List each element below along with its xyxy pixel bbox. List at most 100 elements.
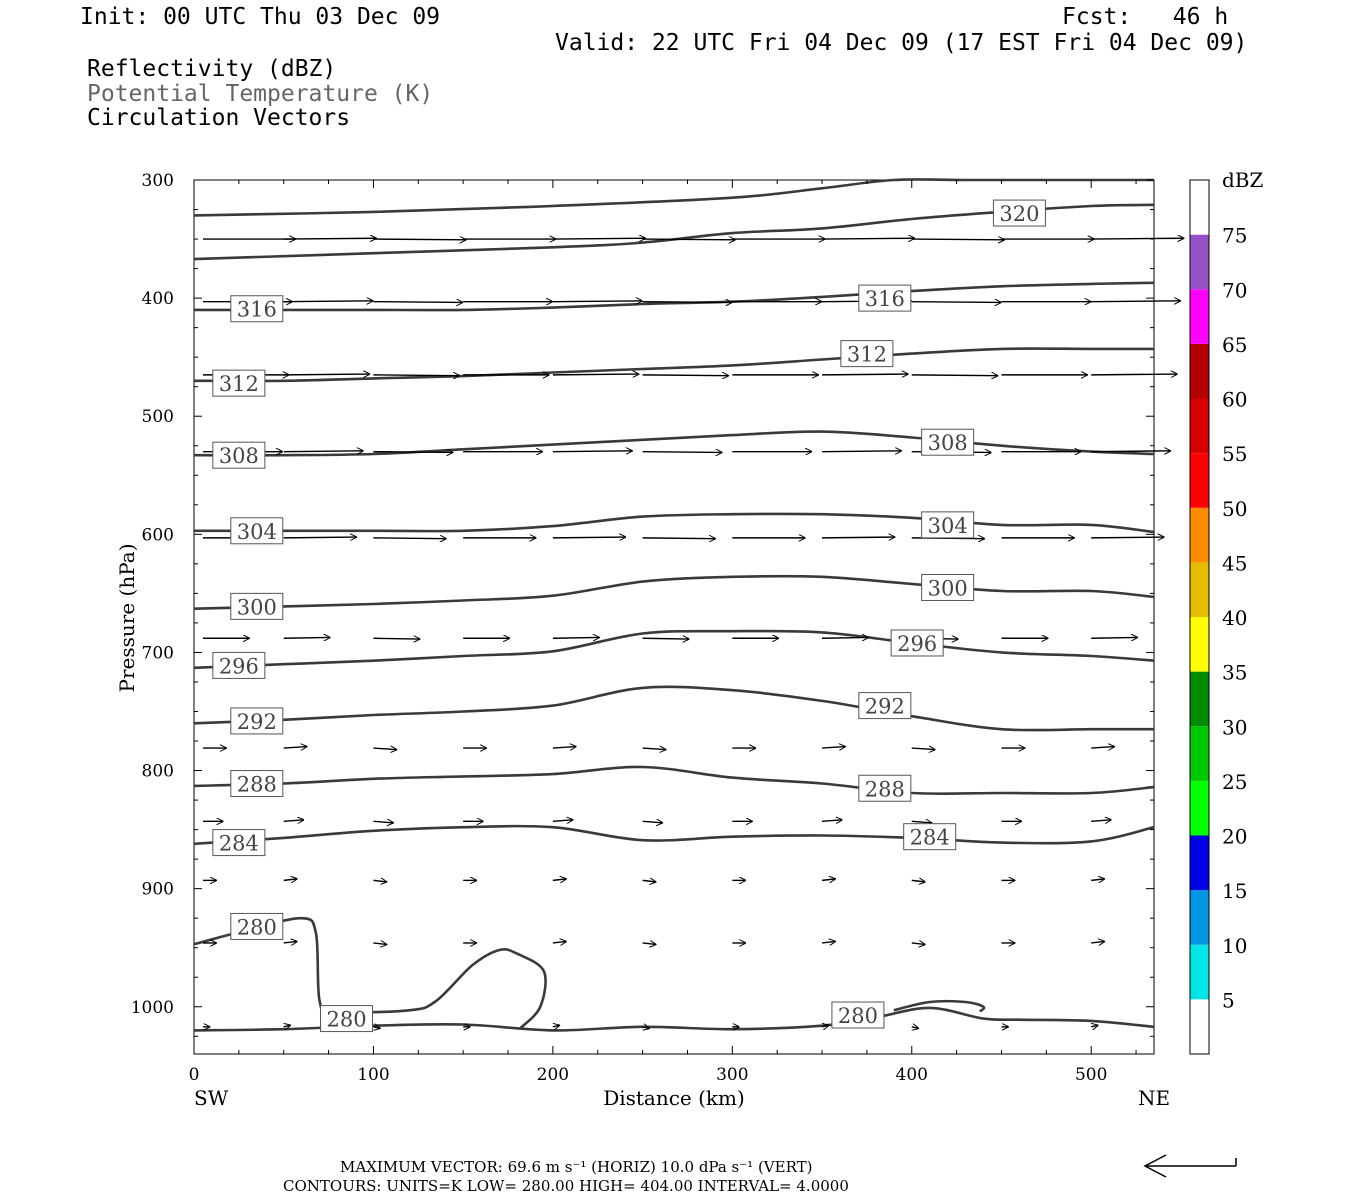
y-tick-label: 400 xyxy=(142,289,174,309)
colorbar-swatch xyxy=(1190,507,1209,563)
contours-line: CONTOURS: UNITS=K LOW= 280.00 HIGH= 404.… xyxy=(283,1177,849,1195)
circulation-vector xyxy=(642,943,656,945)
valid-time: Valid: 22 UTC Fri 04 Dec 09 (17 EST Fri … xyxy=(555,30,1248,56)
colorbar-swatch xyxy=(1190,726,1209,781)
circulation-vector xyxy=(373,538,446,539)
circulation-vector xyxy=(552,941,566,943)
colorbar-swatch xyxy=(1190,835,1209,891)
theta-contour-320 xyxy=(193,178,1154,217)
circulation-vector xyxy=(911,239,1004,240)
circulation-vector xyxy=(283,537,357,538)
y-tick-label: 1000 xyxy=(131,998,174,1018)
y-tick-label: 600 xyxy=(142,525,174,545)
circulation-vector xyxy=(373,452,452,453)
circulation-vector xyxy=(283,374,370,375)
circulation-vector xyxy=(1091,451,1170,452)
contour-label-box xyxy=(212,369,266,397)
circulation-vector xyxy=(552,238,645,239)
y-axis: 300 400 500 600 700 800 900 1000 xyxy=(131,171,1154,1037)
y-tick-label: 300 xyxy=(142,171,174,191)
circulation-vector xyxy=(911,821,932,823)
contour-label-box xyxy=(230,295,284,323)
contour-label: 288 xyxy=(865,777,905,801)
theta-contour-280 xyxy=(193,916,547,1029)
forecast-hour: Fcst: 46 h xyxy=(1062,4,1229,30)
circulation-vector xyxy=(373,943,386,945)
x-axis-ne-label: NE xyxy=(1138,1086,1170,1110)
circulation-vector xyxy=(642,638,689,639)
contour-label: 296 xyxy=(897,632,937,656)
contour-label-box xyxy=(903,823,957,851)
circulation-vector xyxy=(822,1025,829,1027)
circulation-vector xyxy=(283,820,304,822)
contour-label: 300 xyxy=(928,576,968,600)
y-axis-title: Pressure (hPa) xyxy=(115,544,139,693)
contour-label-box xyxy=(921,511,975,539)
contour-label: 284 xyxy=(219,832,259,856)
colorbar-label: 20 xyxy=(1222,825,1247,849)
x-axis-title: Distance (km) xyxy=(603,1086,745,1110)
circulation-vector xyxy=(373,748,396,750)
circulation-vector xyxy=(911,880,925,882)
colorbar-swatch xyxy=(1190,453,1209,508)
colorbar-label: 65 xyxy=(1222,333,1247,357)
colorbar-label: 5 xyxy=(1222,988,1235,1012)
contour-label: 288 xyxy=(237,773,277,797)
circulation-vector xyxy=(284,1025,291,1027)
theta-contour-288 xyxy=(193,765,1155,796)
contour-label: 280 xyxy=(838,1004,878,1028)
circulation-vector xyxy=(373,821,393,823)
circulation-vector xyxy=(642,452,722,453)
x-tick-label: 200 xyxy=(537,1065,569,1085)
contour-label-box xyxy=(921,573,975,601)
plot-frame xyxy=(193,179,1155,1055)
contour-label: 312 xyxy=(847,343,887,367)
x-tick-label: 400 xyxy=(896,1065,928,1085)
circulation-vector xyxy=(552,537,626,538)
contour-label: 292 xyxy=(865,695,905,719)
circulation-vector xyxy=(821,941,835,943)
colorbar-label: 50 xyxy=(1222,497,1247,521)
circulation-vector xyxy=(822,238,914,239)
circulation-vector xyxy=(552,637,599,638)
x-tick-label: 500 xyxy=(1075,1065,1107,1085)
colorbar-label: 75 xyxy=(1222,224,1247,248)
circulation-vector xyxy=(1091,879,1104,881)
contour-label-box xyxy=(890,629,944,657)
colorbar-swatch xyxy=(1190,890,1209,945)
circulation-vector xyxy=(822,374,908,375)
contour-label-box xyxy=(858,692,912,720)
circulation-vector xyxy=(283,637,330,638)
y-tick-label: 900 xyxy=(142,880,174,900)
contour-label: 300 xyxy=(237,595,277,619)
contour-label: 296 xyxy=(219,654,259,678)
circulation-vector xyxy=(822,451,901,452)
y-tick-label: 800 xyxy=(142,762,174,782)
circulation-vector xyxy=(822,637,868,638)
circulation-vector xyxy=(283,238,376,239)
contour-label: 312 xyxy=(219,372,259,396)
circulation-vector xyxy=(822,537,895,538)
colorbar-label: 30 xyxy=(1222,715,1247,739)
contour-label-box xyxy=(230,517,284,545)
contour-label-box xyxy=(858,774,912,802)
dbz-colorbar: 5 10 15 20 25 30 35 40 45 50 55 60 65 70 75 xyxy=(1189,179,1247,1055)
circulation-vector xyxy=(1091,238,1183,239)
contour-labels: 320 316 316 312 312 308 308 304 304 300 300 296 296 2… xyxy=(212,199,1046,1033)
circulation-vector xyxy=(911,748,935,750)
circulation-vector xyxy=(821,820,842,822)
contour-label: 316 xyxy=(865,287,905,311)
theta-contour-300 xyxy=(193,574,1155,610)
circulation-vector xyxy=(373,239,465,240)
circulation-vector xyxy=(373,1027,380,1029)
colorbar-swatch xyxy=(1190,999,1209,1054)
field-reflectivity: Reflectivity (dBZ) xyxy=(87,56,337,82)
colorbar-swatch xyxy=(1190,562,1209,617)
colorbar-swatch xyxy=(1190,617,1209,672)
circulation-vector xyxy=(552,820,573,822)
circulation-vector xyxy=(1091,637,1137,638)
circulation-vector xyxy=(821,747,845,749)
circulation-vector xyxy=(642,538,716,539)
colorbar-swatch xyxy=(1190,780,1209,836)
colorbar-label: 60 xyxy=(1222,388,1247,412)
